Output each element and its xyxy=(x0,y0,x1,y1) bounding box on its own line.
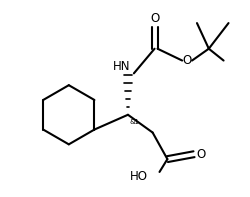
Text: O: O xyxy=(196,148,205,161)
Text: O: O xyxy=(150,12,159,25)
Text: HN: HN xyxy=(113,60,131,73)
Text: HO: HO xyxy=(130,170,148,183)
Text: &1: &1 xyxy=(130,119,140,125)
Text: O: O xyxy=(182,54,192,67)
